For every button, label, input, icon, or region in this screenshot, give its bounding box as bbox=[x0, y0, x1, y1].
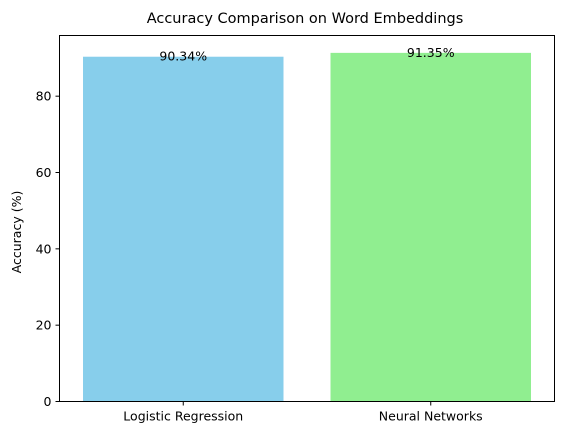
plot-frame bbox=[59, 35, 555, 402]
y-tick-label: 40 bbox=[36, 241, 52, 256]
x-tick-label: Logistic Regression bbox=[123, 409, 243, 424]
bar-neural-networks bbox=[330, 52, 531, 402]
bar-logistic-regression bbox=[83, 56, 284, 402]
bars-layer bbox=[83, 52, 531, 402]
data-label: 90.34% bbox=[159, 49, 207, 64]
data-label: 91.35% bbox=[407, 45, 455, 60]
y-tick-label: 60 bbox=[36, 165, 52, 180]
y-axis-label: Accuracy (%) bbox=[9, 191, 24, 274]
chart-title: Accuracy Comparison on Word Embeddings bbox=[147, 11, 464, 27]
ticks-layer: Logistic Regression Neural Networks 0 20 40 6… bbox=[36, 89, 483, 424]
y-tick-label: 80 bbox=[36, 89, 52, 104]
x-tick-label: Neural Networks bbox=[379, 409, 483, 424]
data-labels-layer: 90.34% 91.35% bbox=[159, 45, 454, 64]
y-tick-label: 20 bbox=[36, 318, 52, 333]
y-tick-label: 0 bbox=[44, 394, 52, 409]
